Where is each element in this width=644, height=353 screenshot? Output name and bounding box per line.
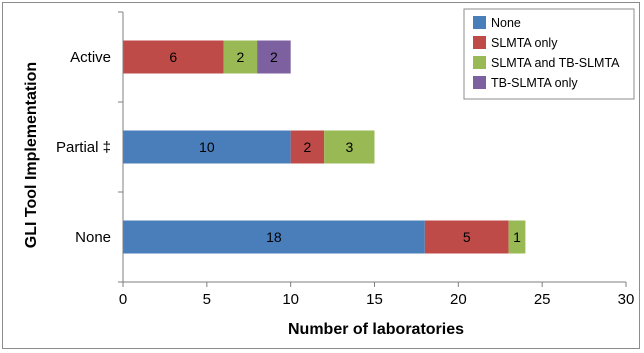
x-ticks: 0 5 10 15 20 25 30 <box>119 282 635 308</box>
bar-segment <box>508 220 526 254</box>
category-label: None <box>75 229 111 246</box>
bar-segment <box>290 130 325 164</box>
bar-segment <box>123 40 224 74</box>
bar-segment <box>324 130 375 164</box>
bar-value-label: 5 <box>463 229 471 245</box>
legend-label: SLMTA and TB-SLMTA <box>491 56 620 70</box>
legend-box <box>463 8 635 100</box>
bar-segment <box>123 220 425 254</box>
bar-value-label: 1 <box>513 229 521 245</box>
bar-segment <box>123 130 291 164</box>
category-label: Partial ‡ <box>56 139 111 156</box>
legend-label: TB-SLMTA only <box>491 76 578 90</box>
bar-value-label: 2 <box>270 49 278 65</box>
x-tick-label: 10 <box>282 291 299 308</box>
category-labels: Active Partial ‡ None <box>56 49 111 246</box>
bar-segment <box>424 220 509 254</box>
x-tick-label: 0 <box>119 291 127 308</box>
bar-value-label: 3 <box>345 139 353 155</box>
y-axis-title: GLI Tool Implementation <box>23 62 40 248</box>
bar-segment <box>223 40 258 74</box>
x-axis-title: Number of laboratories <box>288 321 464 338</box>
x-tick-label: 15 <box>366 291 383 308</box>
legend-swatch <box>473 36 486 49</box>
legend-swatch <box>473 16 486 29</box>
legend-swatch <box>473 76 486 89</box>
x-tick-label: 25 <box>534 291 551 308</box>
bar-value-label: 2 <box>236 49 244 65</box>
category-label: Active <box>70 49 111 66</box>
bar-labels-layer: 6 2 2 10 2 3 18 5 1 <box>169 49 521 245</box>
legend-label: None <box>491 16 521 30</box>
legend-label: SLMTA only <box>491 36 558 50</box>
legend-swatch <box>473 56 486 69</box>
bar-value-label: 2 <box>304 139 312 155</box>
bar-value-label: 18 <box>266 229 282 245</box>
bar-value-label: 6 <box>169 49 177 65</box>
bar-value-label: 10 <box>199 139 215 155</box>
x-tick-label: 20 <box>450 291 467 308</box>
legend: None SLMTA only SLMTA and TB-SLMTA TB-SLMTA… <box>463 8 635 100</box>
x-tick-label: 5 <box>203 291 211 308</box>
x-tick-label: 30 <box>618 291 635 308</box>
bar-segment <box>257 40 291 74</box>
y-ticks <box>118 11 123 283</box>
bars-layer <box>123 40 526 254</box>
